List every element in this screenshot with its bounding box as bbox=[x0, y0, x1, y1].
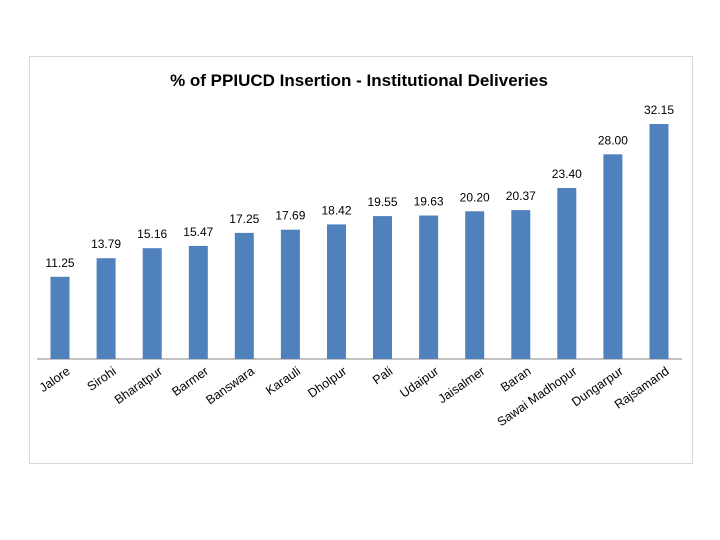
category-label: Sirohi bbox=[85, 364, 119, 394]
category-label: Barmer bbox=[169, 364, 211, 399]
data-label: 15.16 bbox=[137, 227, 167, 241]
bar-rajsamand bbox=[649, 124, 669, 359]
data-label: 23.40 bbox=[552, 167, 582, 181]
data-label: 18.42 bbox=[321, 203, 351, 217]
chart-title: % of PPIUCD Insertion - Institutional De… bbox=[170, 71, 548, 90]
bar-jalore bbox=[50, 276, 70, 359]
category-label: Pali bbox=[370, 364, 395, 387]
data-label: 32.15 bbox=[644, 103, 674, 117]
category-label: Jaisalmer bbox=[436, 364, 488, 406]
data-label: 17.69 bbox=[275, 209, 305, 223]
bar-udaipur bbox=[419, 215, 439, 359]
category-label: Karauli bbox=[263, 364, 303, 398]
data-label: 20.37 bbox=[506, 189, 536, 203]
data-label: 13.79 bbox=[91, 237, 121, 251]
bar-jaisalmer bbox=[465, 211, 485, 359]
category-label: Bharatpur bbox=[112, 364, 165, 407]
bar-karauli bbox=[280, 229, 300, 359]
bar-series bbox=[50, 124, 669, 359]
data-label: 11.25 bbox=[45, 256, 74, 270]
bar-sawai-madhopur bbox=[557, 188, 577, 359]
data-label: 20.20 bbox=[460, 190, 490, 204]
bar-bharatpur bbox=[142, 248, 162, 359]
category-label: Dholpur bbox=[305, 364, 349, 401]
category-label: Baran bbox=[498, 364, 533, 395]
data-labels: 11.25 13.79 15.16 15.47 17.25 17.69 18.42 19.55… bbox=[45, 103, 674, 270]
data-label: 15.47 bbox=[183, 225, 213, 239]
bar-dholpur bbox=[327, 224, 346, 359]
data-label: 17.25 bbox=[229, 212, 259, 226]
data-label: 19.63 bbox=[414, 195, 444, 209]
category-label: Sawai Madhopur bbox=[495, 364, 580, 429]
bar-pali bbox=[373, 216, 392, 359]
data-label: 19.55 bbox=[367, 195, 397, 209]
bar-baran bbox=[511, 210, 531, 359]
bar-banswara bbox=[234, 232, 254, 359]
data-label: 28.00 bbox=[598, 133, 628, 147]
chart-frame bbox=[29, 56, 693, 464]
category-label: Jalore bbox=[37, 364, 73, 395]
bar-sirohi bbox=[96, 258, 116, 359]
category-label: Banswara bbox=[203, 364, 257, 407]
bar-barmer bbox=[188, 245, 208, 359]
bar-dungarpur bbox=[603, 154, 623, 359]
